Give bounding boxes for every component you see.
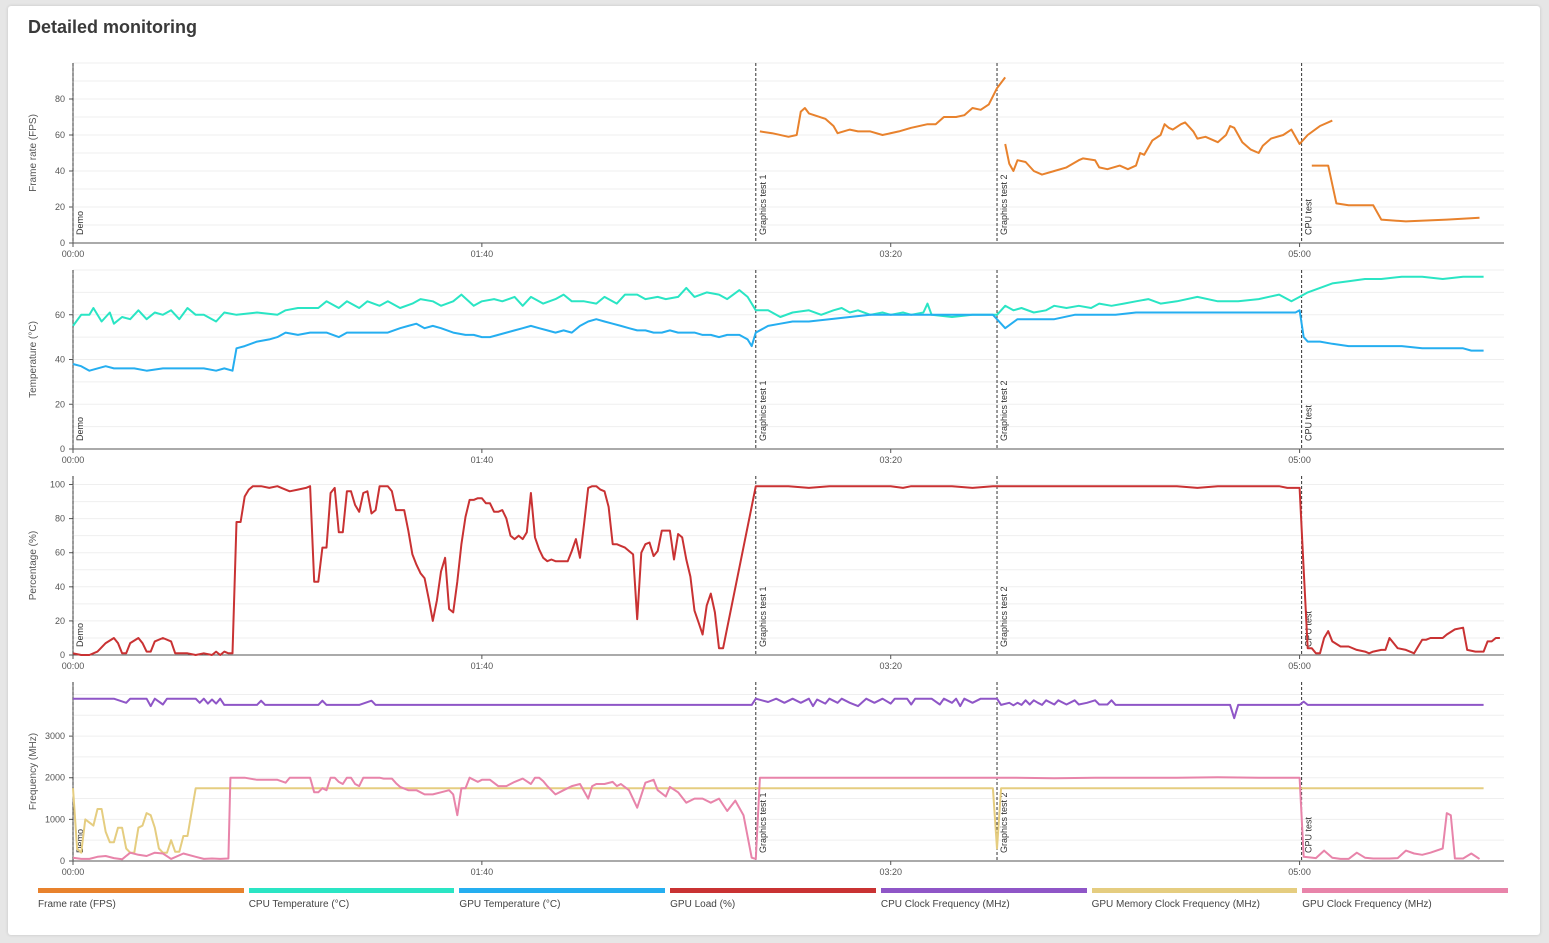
marker-label: Demo — [75, 417, 85, 441]
legend-item[interactable]: Frame rate (FPS) — [38, 888, 244, 912]
y-tick-label: 20 — [55, 399, 65, 409]
y-tick-label: 80 — [55, 514, 65, 524]
series-line — [759, 76, 1006, 138]
x-tick-label: 03:20 — [879, 867, 902, 877]
legend-item[interactable]: CPU Clock Frequency (MHz) — [880, 888, 1087, 912]
legend-item[interactable]: GPU Temperature (°C) — [459, 888, 666, 912]
marker-label: Graphics test 2 — [999, 380, 1009, 441]
marker-label: Graphics test 2 — [999, 586, 1009, 647]
marker-label: Demo — [75, 211, 85, 235]
legend-label: GPU Temperature (°C) — [459, 899, 561, 910]
marker-label: Demo — [75, 829, 85, 853]
x-tick-label: 05:00 — [1288, 249, 1311, 259]
legend-item[interactable]: CPU Temperature (°C) — [248, 888, 455, 912]
y-tick-label: 1000 — [45, 814, 65, 824]
marker-label: Graphics test 1 — [758, 586, 768, 647]
marker-label: Graphics test 2 — [999, 174, 1009, 235]
legend-swatch — [38, 888, 244, 893]
marker-label: Graphics test 1 — [758, 792, 768, 853]
series-line — [72, 275, 1484, 327]
y-tick-label: 40 — [55, 355, 65, 365]
legend-item[interactable]: GPU Memory Clock Frequency (MHz) — [1091, 888, 1298, 912]
chart-2: 0 20 40 60 00:00 01:40 03:20 05:00 Temperature (… — [28, 269, 1504, 465]
legend-label: GPU Clock Frequency (MHz) — [1302, 899, 1432, 910]
x-tick-label: 03:20 — [879, 661, 902, 671]
y-axis-label: Frame rate (FPS) — [28, 114, 39, 192]
chart-3: 0 20 40 60 80 100 00:00 01:40 03:20 05:00 Percenta… — [28, 476, 1504, 671]
x-tick-label: 00:00 — [62, 249, 85, 259]
chart-4: 0 1000 2000 3000 00:00 01:40 03:20 05:00 Frequen… — [28, 682, 1504, 877]
marker-label: CPU test — [1304, 610, 1314, 647]
x-tick-label: 05:00 — [1288, 455, 1311, 465]
chart-1: 0 20 40 60 80 00:00 01:40 03:20 05:00 Frame rate … — [28, 62, 1504, 259]
x-tick-label: 00:00 — [62, 455, 85, 465]
series-line — [72, 309, 1484, 372]
y-tick-label: 60 — [55, 548, 65, 558]
legend-label: CPU Temperature (°C) — [248, 899, 350, 910]
series-line — [1004, 119, 1333, 176]
x-tick-label: 01:40 — [471, 249, 494, 259]
y-tick-label: 100 — [50, 480, 65, 490]
legend-label: Frame rate (FPS) — [38, 899, 116, 910]
y-tick-label: 80 — [55, 94, 65, 104]
y-axis-label: Frequency (MHz) — [28, 733, 39, 810]
y-tick-label: 2000 — [45, 773, 65, 783]
marker-label: Graphics test 1 — [758, 174, 768, 235]
legend-item[interactable]: GPU Load (%) — [670, 888, 876, 912]
y-tick-label: 0 — [60, 444, 65, 454]
y-axis-label: Temperature (°C) — [28, 321, 39, 398]
legend-swatch — [670, 888, 876, 893]
x-tick-label: 05:00 — [1288, 661, 1311, 671]
legend-label: GPU Memory Clock Frequency (MHz) — [1091, 899, 1260, 910]
y-tick-label: 20 — [55, 202, 65, 212]
series-line — [72, 787, 1484, 854]
series-line — [72, 776, 1481, 861]
marker-label: CPU test — [1304, 198, 1314, 235]
y-tick-label: 40 — [55, 166, 65, 176]
x-tick-label: 03:20 — [879, 455, 902, 465]
y-tick-label: 0 — [60, 856, 65, 866]
y-tick-label: 3000 — [45, 731, 65, 741]
marker-label: Graphics test 2 — [999, 792, 1009, 853]
x-tick-label: 01:40 — [471, 455, 494, 465]
marker-label: CPU test — [1304, 816, 1314, 853]
legend-label: GPU Load (%) — [670, 899, 736, 910]
series-line — [73, 697, 1484, 720]
x-tick-label: 05:00 — [1288, 867, 1311, 877]
legend-swatch — [248, 888, 455, 893]
legend-swatch — [1302, 888, 1508, 893]
series-line — [72, 485, 1500, 656]
marker-label: Demo — [75, 623, 85, 647]
y-tick-label: 60 — [55, 310, 65, 320]
x-tick-label: 00:00 — [62, 661, 85, 671]
x-tick-label: 01:40 — [471, 661, 494, 671]
panel-title: Detailed monitoring — [28, 17, 198, 37]
y-axis-label: Percentage (%) — [28, 531, 39, 600]
y-tick-label: 40 — [55, 582, 65, 592]
legend-swatch — [880, 888, 1087, 893]
marker-label: Graphics test 1 — [758, 380, 768, 441]
series-line — [1311, 164, 1480, 223]
x-tick-label: 01:40 — [471, 867, 494, 877]
x-tick-label: 03:20 — [879, 249, 902, 259]
legend-label: CPU Clock Frequency (MHz) — [880, 899, 1010, 910]
y-tick-label: 0 — [60, 650, 65, 660]
legend-item[interactable]: GPU Clock Frequency (MHz) — [1302, 888, 1508, 912]
y-tick-label: 0 — [60, 238, 65, 248]
y-tick-label: 60 — [55, 130, 65, 140]
y-tick-label: 20 — [55, 616, 65, 626]
marker-label: CPU test — [1304, 404, 1314, 441]
legend-swatch — [1091, 888, 1298, 893]
legend-swatch — [459, 888, 666, 893]
x-tick-label: 00:00 — [62, 867, 85, 877]
